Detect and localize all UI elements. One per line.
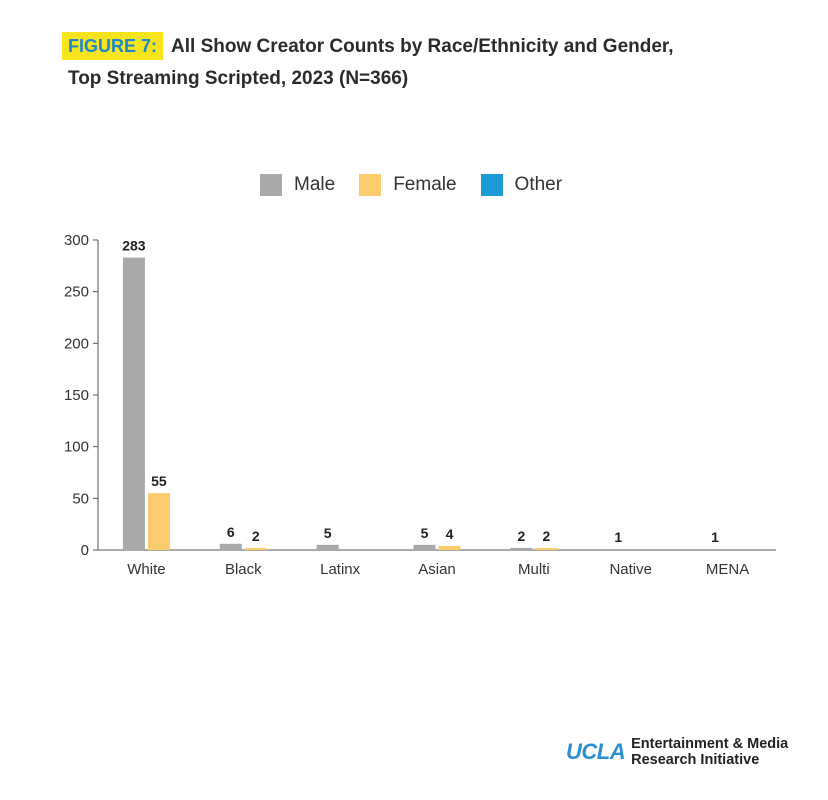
x-tick-label-black: Black — [225, 561, 262, 578]
legend-item-female: Female — [359, 174, 457, 196]
bar-female-black — [244, 547, 267, 550]
title-line-2: Top Streaming Scripted, 2023 (N=366) — [68, 68, 409, 89]
figure-title: FIGURE 7: All Show Creator Counts by Race… — [62, 32, 674, 90]
bar-female-asian — [438, 545, 461, 550]
y-tick-label: 150 — [64, 387, 89, 404]
legend-swatch-female — [359, 174, 382, 196]
data-label-male-white: 283 — [122, 238, 146, 254]
bar-male-black — [219, 543, 242, 550]
logo-line-2: Research Initiative — [631, 752, 760, 768]
y-tick-label: 200 — [64, 335, 89, 352]
data-label-male-native: 1 — [614, 529, 622, 545]
data-label-male-latinx: 5 — [324, 525, 332, 541]
ucla-logo: UCLA Entertainment & Media Research Init… — [566, 736, 788, 768]
data-label-male-mena: 1 — [711, 529, 719, 545]
bar-male-latinx — [316, 544, 339, 550]
bar-male-mena — [704, 548, 727, 550]
y-tick-label: 100 — [64, 439, 89, 456]
legend-item-male: Male — [260, 174, 335, 196]
y-tick-label: 0 — [81, 542, 89, 559]
y-tick-label: 50 — [72, 490, 89, 507]
legend-swatch-male — [260, 174, 282, 196]
bar-male-native — [607, 548, 630, 550]
y-tick-label: 250 — [64, 284, 89, 301]
data-label-male-black: 6 — [227, 524, 235, 540]
bar-male-white — [122, 257, 145, 550]
x-tick-label-latinx: Latinx — [320, 561, 361, 578]
legend-label-other: Other — [514, 174, 563, 195]
legend-label-male: Male — [294, 174, 336, 195]
data-label-female-asian: 4 — [446, 526, 454, 542]
x-tick-label-asian: Asian — [418, 561, 456, 578]
y-tick-label: 300 — [64, 232, 89, 249]
title-line-1: All Show Creator Counts by Race/Ethnicit… — [171, 36, 674, 57]
x-tick-label-native: Native — [609, 561, 652, 578]
legend-item-other: Other — [480, 174, 563, 196]
x-tick-label-mena: MENA — [706, 561, 749, 578]
x-tick-label-white: White — [127, 561, 165, 578]
bar-male-multi — [510, 547, 533, 550]
data-label-female-black: 2 — [252, 528, 260, 544]
logo-text: Entertainment & Media Research Initiativ… — [631, 736, 788, 768]
chart-legend: Male Female Other — [260, 174, 586, 196]
legend-swatch-other — [480, 174, 503, 196]
bar-male-asian — [413, 544, 436, 550]
data-label-female-white: 55 — [151, 473, 167, 489]
bar-female-white — [147, 493, 170, 550]
data-label-female-multi: 2 — [542, 528, 550, 544]
logo-line-1: Entertainment & Media — [631, 736, 789, 752]
figure-label: FIGURE 7: — [62, 32, 164, 60]
data-label-male-asian: 5 — [421, 525, 429, 541]
legend-label-female: Female — [393, 174, 457, 195]
x-tick-label-multi: Multi — [518, 561, 550, 578]
data-label-male-multi: 2 — [517, 528, 525, 544]
bar-female-multi — [535, 547, 558, 550]
logo-brand: UCLA — [566, 739, 626, 764]
